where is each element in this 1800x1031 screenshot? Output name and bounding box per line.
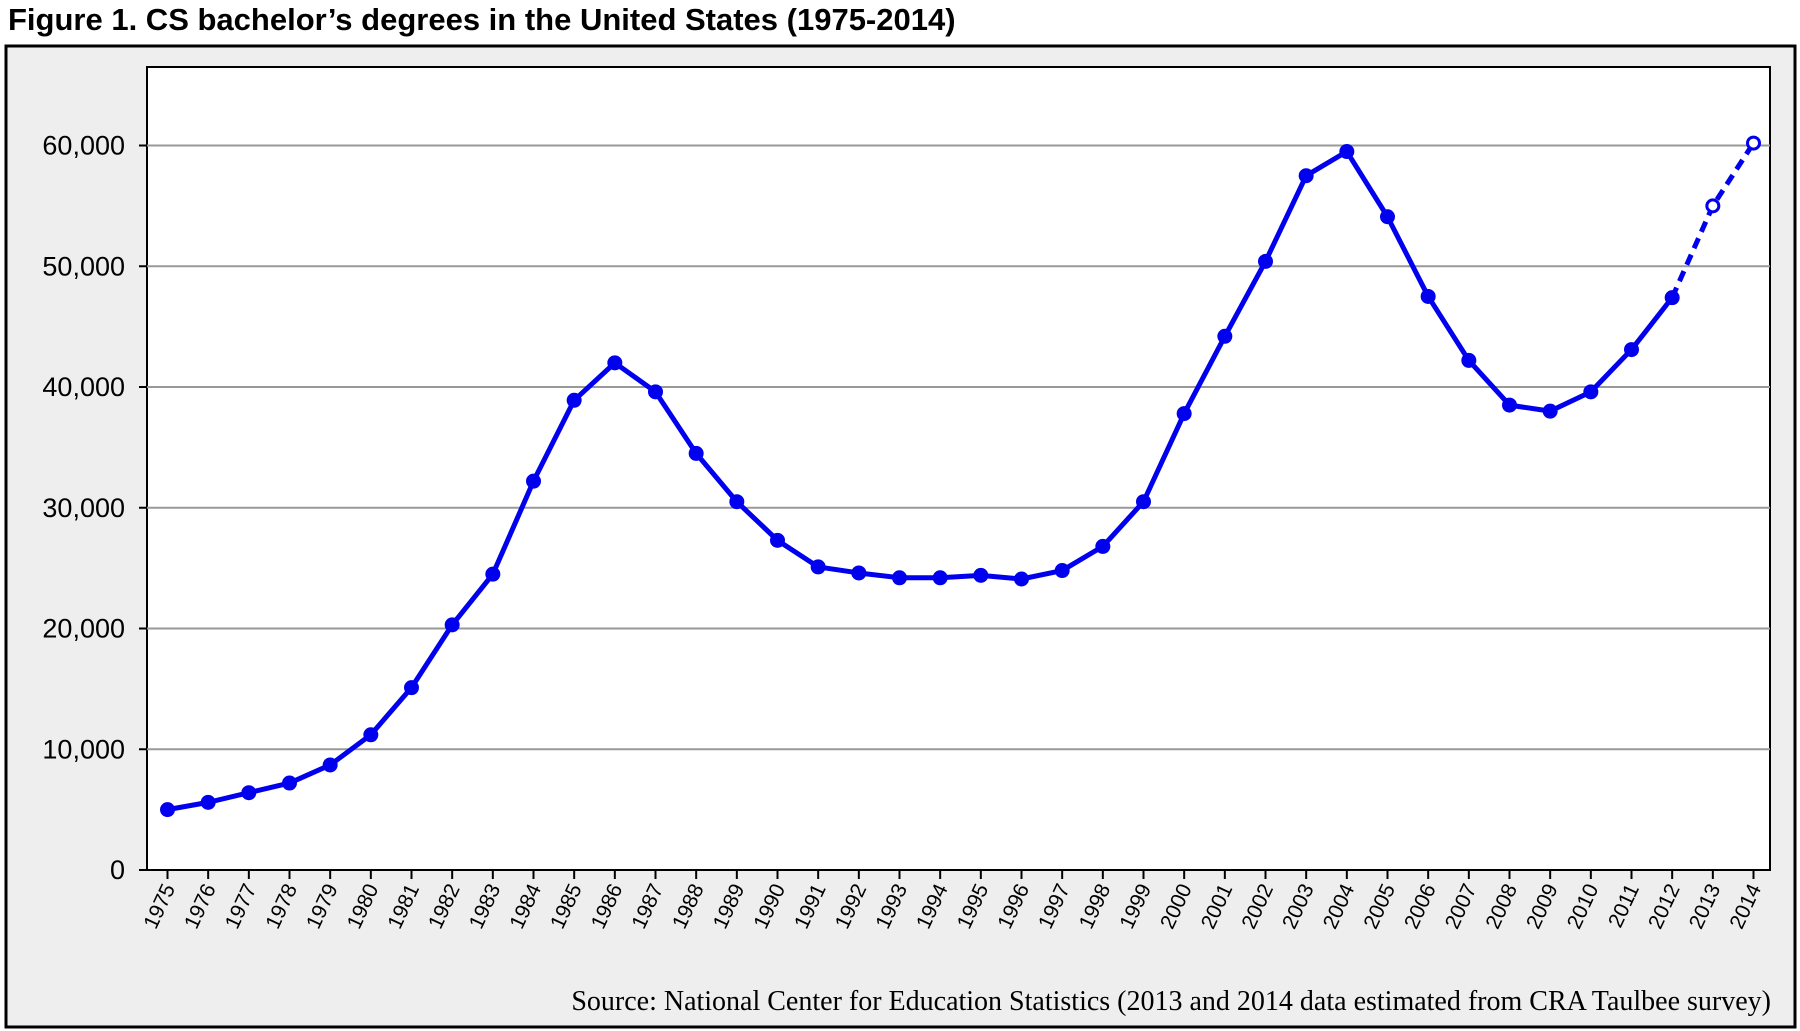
y-tick-label: 20,000 <box>42 614 125 644</box>
data-point <box>1339 144 1355 160</box>
data-point <box>810 559 826 575</box>
data-point <box>363 727 379 743</box>
data-point <box>973 567 989 583</box>
data-point <box>1095 538 1111 554</box>
data-point <box>485 566 501 582</box>
data-point <box>444 617 460 633</box>
data-point <box>1542 403 1558 419</box>
data-point-estimated <box>1746 135 1761 151</box>
data-point <box>1176 406 1192 422</box>
data-point <box>892 570 907 586</box>
y-tick-label: 30,000 <box>42 493 125 523</box>
data-point <box>566 392 582 408</box>
data-point <box>322 757 338 773</box>
y-tick-label: 60,000 <box>42 131 125 161</box>
y-tick-label: 40,000 <box>42 372 125 402</box>
data-point <box>1054 563 1070 579</box>
data-markers <box>160 135 1761 818</box>
plot-area <box>146 66 1771 871</box>
series-line-actual <box>167 149 1675 813</box>
data-point <box>729 494 745 510</box>
data-point <box>648 384 663 400</box>
data-point <box>770 532 785 548</box>
data-point <box>200 794 216 810</box>
data-point <box>1624 342 1639 358</box>
data-point <box>1420 288 1436 304</box>
data-point <box>1298 168 1314 184</box>
data-point <box>851 565 867 581</box>
y-axis-ticks: 0 10,000 20,000 30,000 40,000 50,000 60,000 <box>42 131 147 885</box>
data-point <box>1380 209 1395 225</box>
y-tick-label: 10,000 <box>42 734 125 764</box>
figure-title: Figure 1. CS bachelor’s degrees in the U… <box>8 2 956 37</box>
data-point <box>1258 253 1273 269</box>
data-point-estimated <box>1705 198 1721 214</box>
data-point <box>688 445 704 461</box>
source-note: Source: National Center for Education St… <box>571 986 1771 1017</box>
y-tick-label: 0 <box>110 855 125 885</box>
data-point <box>1664 290 1680 306</box>
data-point <box>607 355 623 371</box>
y-tick-label: 50,000 <box>42 251 125 281</box>
data-point <box>282 775 297 791</box>
data-point <box>526 473 541 489</box>
data-point <box>404 680 419 696</box>
data-point <box>1461 352 1477 368</box>
data-point <box>1136 494 1151 510</box>
data-point <box>241 785 257 801</box>
data-point <box>1217 328 1233 344</box>
data-point <box>160 802 175 818</box>
data-point <box>1583 384 1599 400</box>
gridlines <box>147 144 1770 751</box>
data-point <box>1502 397 1517 413</box>
data-point <box>932 570 948 586</box>
data-point <box>1014 571 1029 587</box>
